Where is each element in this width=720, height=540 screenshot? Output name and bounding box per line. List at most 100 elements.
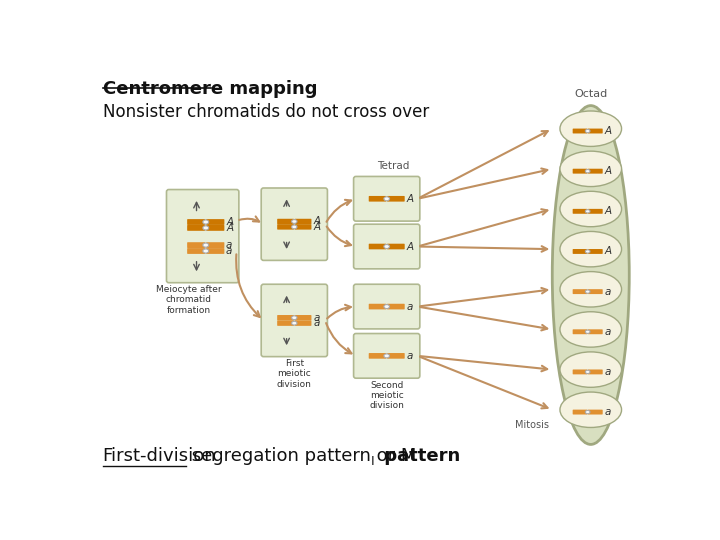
FancyBboxPatch shape	[572, 369, 588, 374]
Text: A: A	[604, 246, 611, 256]
Ellipse shape	[560, 312, 621, 347]
FancyBboxPatch shape	[294, 224, 312, 230]
Ellipse shape	[292, 225, 297, 229]
Text: Nonsister chromatids do not cross over: Nonsister chromatids do not cross over	[102, 103, 429, 122]
Ellipse shape	[585, 370, 590, 374]
Ellipse shape	[292, 220, 297, 224]
Text: Tetrad: Tetrad	[377, 161, 409, 171]
FancyBboxPatch shape	[294, 219, 312, 224]
FancyBboxPatch shape	[277, 224, 294, 230]
Text: a: a	[226, 240, 233, 250]
FancyBboxPatch shape	[206, 248, 225, 254]
Text: segregation pattern or M: segregation pattern or M	[186, 447, 416, 465]
Text: A: A	[604, 206, 611, 217]
FancyBboxPatch shape	[572, 289, 588, 294]
Text: a: a	[604, 327, 611, 337]
Ellipse shape	[560, 352, 621, 387]
FancyBboxPatch shape	[261, 188, 328, 260]
FancyBboxPatch shape	[187, 219, 205, 225]
FancyBboxPatch shape	[387, 353, 405, 359]
FancyBboxPatch shape	[588, 329, 603, 334]
Text: A: A	[604, 126, 611, 136]
FancyBboxPatch shape	[387, 244, 405, 249]
Text: A: A	[406, 194, 413, 204]
Ellipse shape	[292, 321, 297, 325]
Text: a: a	[406, 301, 413, 312]
FancyBboxPatch shape	[588, 168, 603, 174]
FancyBboxPatch shape	[588, 209, 603, 214]
FancyBboxPatch shape	[572, 410, 588, 415]
Ellipse shape	[203, 220, 209, 224]
Text: a: a	[604, 367, 611, 377]
Text: A: A	[226, 223, 233, 233]
FancyBboxPatch shape	[588, 410, 603, 415]
Ellipse shape	[560, 272, 621, 307]
Ellipse shape	[552, 106, 629, 444]
Ellipse shape	[384, 354, 390, 358]
FancyBboxPatch shape	[277, 219, 294, 224]
FancyBboxPatch shape	[572, 249, 588, 254]
Ellipse shape	[585, 410, 590, 414]
Text: A: A	[226, 217, 233, 227]
Text: Mitosis: Mitosis	[516, 420, 549, 430]
Ellipse shape	[203, 243, 209, 247]
FancyBboxPatch shape	[354, 224, 420, 269]
Text: a: a	[604, 407, 611, 417]
FancyBboxPatch shape	[369, 304, 387, 309]
Text: A: A	[313, 217, 320, 226]
FancyBboxPatch shape	[261, 284, 328, 356]
FancyBboxPatch shape	[187, 248, 205, 254]
Text: a: a	[406, 351, 413, 361]
Text: a: a	[313, 318, 320, 328]
FancyBboxPatch shape	[588, 369, 603, 374]
Text: First
meiotic
division: First meiotic division	[277, 359, 312, 389]
Ellipse shape	[585, 130, 590, 133]
FancyBboxPatch shape	[369, 353, 387, 359]
FancyBboxPatch shape	[387, 196, 405, 201]
FancyBboxPatch shape	[588, 289, 603, 294]
Text: Meiocyte after
chromatid
formation: Meiocyte after chromatid formation	[156, 285, 222, 315]
FancyBboxPatch shape	[572, 168, 588, 174]
Ellipse shape	[292, 316, 297, 320]
FancyBboxPatch shape	[572, 209, 588, 214]
FancyBboxPatch shape	[294, 320, 312, 326]
FancyBboxPatch shape	[588, 249, 603, 254]
Text: a: a	[313, 313, 320, 323]
Ellipse shape	[560, 232, 621, 267]
Text: First-division: First-division	[102, 447, 216, 465]
FancyBboxPatch shape	[187, 242, 205, 248]
FancyBboxPatch shape	[387, 304, 405, 309]
FancyBboxPatch shape	[369, 196, 387, 201]
FancyBboxPatch shape	[354, 284, 420, 329]
Ellipse shape	[560, 392, 621, 428]
FancyBboxPatch shape	[277, 320, 294, 326]
FancyBboxPatch shape	[354, 334, 420, 378]
Ellipse shape	[585, 170, 590, 173]
Text: I: I	[371, 455, 374, 468]
FancyBboxPatch shape	[294, 315, 312, 320]
Ellipse shape	[585, 290, 590, 293]
Text: pattern: pattern	[378, 447, 461, 465]
FancyBboxPatch shape	[354, 177, 420, 221]
Ellipse shape	[384, 305, 390, 308]
Text: Octad: Octad	[574, 90, 608, 99]
Ellipse shape	[560, 151, 621, 186]
Text: Centromere mapping: Centromere mapping	[102, 80, 317, 98]
FancyBboxPatch shape	[572, 329, 588, 334]
Ellipse shape	[560, 111, 621, 146]
Ellipse shape	[585, 210, 590, 213]
Ellipse shape	[585, 250, 590, 253]
FancyBboxPatch shape	[206, 219, 225, 225]
Text: A: A	[604, 166, 611, 176]
Text: Second
meiotic
division: Second meiotic division	[369, 381, 404, 410]
Ellipse shape	[384, 197, 390, 201]
FancyBboxPatch shape	[187, 225, 205, 231]
Ellipse shape	[560, 191, 621, 227]
Text: a: a	[604, 287, 611, 296]
Ellipse shape	[203, 226, 209, 230]
Ellipse shape	[203, 249, 209, 253]
FancyBboxPatch shape	[369, 244, 387, 249]
FancyBboxPatch shape	[572, 129, 588, 133]
Text: a: a	[226, 246, 233, 256]
FancyBboxPatch shape	[588, 129, 603, 133]
